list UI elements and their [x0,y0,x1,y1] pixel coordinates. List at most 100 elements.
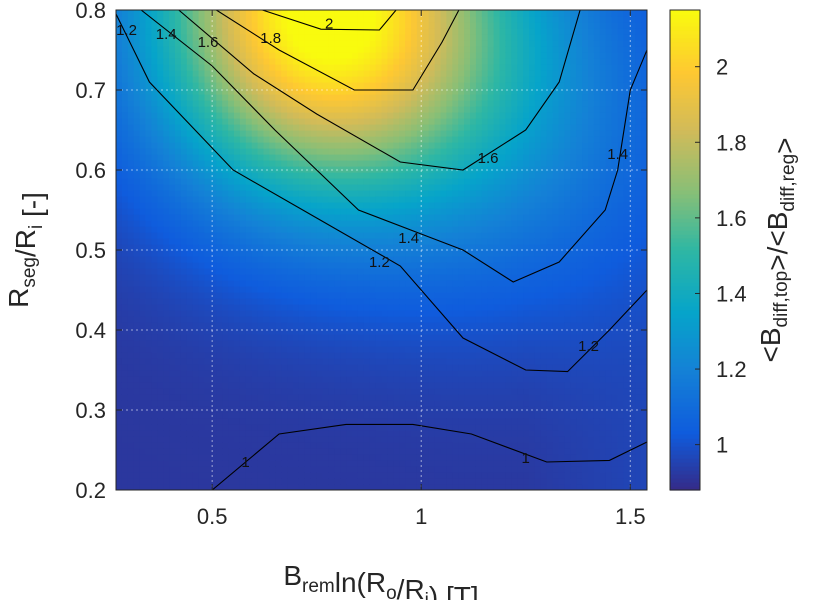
heat-cell [440,46,447,53]
heat-cell [470,190,477,197]
heat-cell [198,394,206,401]
heat-cell [304,184,312,191]
heat-cell [293,136,300,143]
heat-cell [393,82,400,89]
heat-cell [251,346,259,353]
heat-cell [298,472,306,479]
heat-cell [340,118,347,125]
heat-cell [133,106,141,113]
heat-cell [245,400,253,407]
heat-cell [428,268,436,275]
heat-cell [357,130,365,137]
heat-cell [393,424,400,431]
heat-cell [381,274,388,281]
heat-cell [234,304,241,311]
heat-cell [293,346,300,353]
heat-cell [287,298,294,305]
heat-cell [405,202,412,209]
heat-cell [363,436,371,443]
heat-cell [139,106,147,113]
heat-cell [133,238,141,245]
heat-cell [369,394,377,401]
heat-cell [458,16,465,23]
heat-cell [116,196,123,203]
heat-cell [216,46,223,53]
heat-cell [275,94,282,101]
heat-cell [216,304,223,311]
heat-cell [381,40,388,47]
heat-cell [139,436,147,443]
heat-cell [481,478,489,485]
heat-cell [322,316,329,323]
heat-cell [192,208,200,215]
heat-cell [422,280,430,287]
heat-cell [387,484,394,490]
heat-cell [446,106,453,113]
heat-cell [440,352,447,359]
heat-cell [133,148,141,155]
heat-cell [192,328,200,335]
heat-cell [452,88,459,95]
heat-cell [475,22,483,29]
heat-cell [446,292,453,299]
heat-cell [310,52,318,59]
heat-cell [310,154,318,161]
heat-cell [151,208,158,215]
heat-cell [346,82,353,89]
heat-cell [163,166,170,173]
heat-cell [169,430,176,437]
heat-cell [234,112,241,119]
heat-cell [446,82,453,89]
heat-cell [151,442,158,449]
heat-cell [245,256,253,263]
heat-cell [157,424,164,431]
heat-cell [145,448,152,455]
heat-cell [121,370,129,377]
heat-cell [399,208,406,215]
heat-cell [481,298,489,305]
heat-cell [458,370,465,377]
heat-cell [346,166,353,173]
heat-cell [257,316,265,323]
heat-cell [363,184,371,191]
heat-cell [328,88,335,95]
heat-cell [405,76,412,83]
heat-cell [151,394,158,401]
heat-cell [157,154,164,161]
heat-cell [287,118,294,125]
heat-cell [475,250,483,257]
heat-cell [481,382,489,389]
heat-cell [470,172,477,179]
heat-cell [452,352,459,359]
heat-cell [145,382,152,389]
heat-cell [316,364,324,371]
heat-cell [428,262,436,269]
heat-cell [121,118,129,125]
heat-cell [464,148,471,155]
heat-cell [269,286,276,293]
heat-cell [416,466,424,473]
heat-cell [198,64,206,71]
heat-cell [310,316,318,323]
heat-cell [393,394,400,401]
heat-cell [228,256,235,263]
heat-cell [352,16,359,23]
heat-cell [245,34,253,41]
heat-cell [446,382,453,389]
heat-cell [346,190,353,197]
heat-cell [328,484,335,490]
heat-cell [287,286,294,293]
heat-cell [228,10,235,17]
heat-cell [257,472,265,479]
heat-cell [422,286,430,293]
heat-cell [470,214,477,221]
heat-cell [334,316,341,323]
heat-cell [452,178,459,185]
heat-cell [475,208,483,215]
heat-cell [204,232,211,239]
heat-cell [416,262,424,269]
heat-cell [210,220,217,227]
heat-cell [322,244,329,251]
heat-cell [346,154,353,161]
heat-cell [139,442,147,449]
